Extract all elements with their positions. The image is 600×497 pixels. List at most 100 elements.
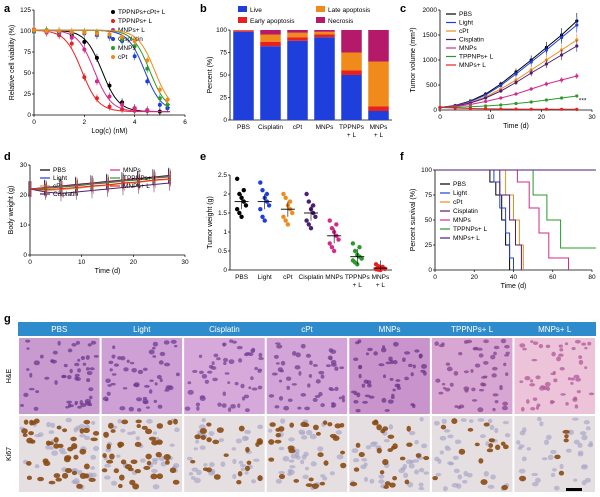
d-legend-label: TPPNPs+ L bbox=[123, 175, 158, 182]
he-nucleus bbox=[458, 352, 463, 356]
ki67-positive-nucleus bbox=[130, 459, 138, 465]
b-legend-swatch bbox=[316, 17, 325, 23]
f-legend-label: MNPs bbox=[453, 217, 471, 224]
he-nucleus bbox=[503, 362, 507, 367]
ki67-negative-nucleus bbox=[460, 418, 467, 422]
ki67-negative-nucleus bbox=[240, 467, 246, 472]
ki67-negative-nucleus bbox=[72, 480, 80, 485]
he-nucleus bbox=[211, 361, 215, 365]
ki67-positive-nucleus bbox=[156, 473, 164, 480]
b-bar-segment bbox=[341, 52, 362, 71]
a-x-tick-label: 4 bbox=[133, 119, 137, 126]
he-nucleus bbox=[286, 385, 290, 391]
scale-bar bbox=[566, 488, 582, 491]
he-nucleus bbox=[546, 386, 551, 392]
he-nucleus bbox=[570, 381, 574, 385]
he-nucleus bbox=[199, 395, 206, 399]
he-nucleus bbox=[305, 353, 312, 358]
a-legend-label: TPPNPs+ L bbox=[118, 18, 153, 25]
ki67-positive-nucleus bbox=[316, 431, 321, 436]
b-bar-segment bbox=[341, 75, 362, 120]
he-nucleus bbox=[65, 405, 69, 409]
he-nucleus bbox=[240, 383, 245, 389]
ki67-negative-nucleus bbox=[282, 455, 290, 462]
ki67-negative-nucleus bbox=[378, 474, 385, 479]
b-bar-segment bbox=[287, 32, 308, 38]
he-nucleus bbox=[381, 397, 387, 403]
ki67-positive-nucleus bbox=[53, 473, 61, 479]
e-point bbox=[237, 191, 242, 197]
ki67-positive-nucleus bbox=[288, 448, 296, 454]
c-y-tick-label: 0 bbox=[433, 107, 437, 114]
he-nucleus bbox=[367, 347, 373, 352]
e-point bbox=[334, 222, 339, 227]
a-point bbox=[107, 94, 112, 99]
ki67-negative-nucleus bbox=[190, 476, 196, 480]
a-point bbox=[94, 79, 99, 84]
d-y-tick-label: 10 bbox=[20, 222, 28, 229]
b-bar-segment bbox=[368, 61, 389, 107]
ki67-negative-nucleus bbox=[186, 456, 193, 461]
he-nucleus bbox=[532, 341, 539, 346]
ki67-positive-nucleus bbox=[113, 468, 120, 474]
he-nucleus bbox=[588, 392, 595, 396]
ki67-positive-nucleus bbox=[134, 441, 142, 448]
he-nucleus bbox=[358, 373, 362, 379]
a-legend-marker bbox=[111, 55, 115, 59]
d-line-2 bbox=[29, 178, 170, 191]
he-nucleus bbox=[113, 363, 120, 367]
he-nucleus bbox=[574, 404, 579, 409]
ki67-positive-nucleus bbox=[216, 427, 224, 433]
ki67-negative-nucleus bbox=[351, 448, 359, 454]
c-point bbox=[575, 94, 579, 98]
d-legend-label: MNPs+ L bbox=[123, 183, 150, 190]
he-nucleus bbox=[207, 370, 213, 374]
ki67-positive-nucleus bbox=[451, 418, 458, 424]
ki67-positive-nucleus bbox=[255, 442, 260, 447]
he-nucleus bbox=[227, 381, 231, 384]
e-point bbox=[311, 203, 316, 208]
panel-g-histology: PBS Light Cisplatin cPt MNPs TPPNPs+ L MNPs+ L… bbox=[6, 322, 596, 492]
he-nucleus bbox=[471, 387, 476, 392]
ki67-negative-nucleus bbox=[152, 459, 158, 465]
he-nucleus bbox=[201, 374, 208, 379]
ki67-negative-nucleus bbox=[239, 464, 247, 468]
a-point bbox=[132, 39, 137, 44]
ki67-positive-nucleus bbox=[399, 456, 406, 461]
c-y-tick-label: 500 bbox=[426, 82, 437, 89]
c-point bbox=[514, 72, 518, 76]
b-y-tick-label: 25 bbox=[220, 95, 228, 102]
ki67-negative-nucleus bbox=[195, 439, 200, 444]
d-y-tick-label: 30 bbox=[20, 162, 28, 169]
ki67-negative-nucleus bbox=[442, 486, 448, 492]
he-nucleus bbox=[84, 398, 91, 404]
ki67-positive-nucleus bbox=[172, 479, 180, 485]
he-nucleus bbox=[387, 399, 394, 404]
he-nucleus bbox=[463, 370, 469, 374]
ki67-positive-nucleus bbox=[136, 423, 142, 429]
c-legend-label: MNPs+ L bbox=[459, 62, 486, 69]
he-nucleus bbox=[187, 381, 192, 385]
he-nucleus bbox=[419, 353, 423, 358]
ki67-positive-nucleus bbox=[334, 423, 342, 429]
he-nucleus bbox=[251, 387, 258, 391]
he-nucleus bbox=[407, 363, 413, 368]
he-nucleus bbox=[304, 406, 311, 411]
ki67-negative-nucleus bbox=[152, 431, 158, 435]
he-nucleus bbox=[320, 403, 325, 408]
d-x-tick-label: 0 bbox=[28, 259, 32, 266]
he-nucleus bbox=[237, 403, 241, 409]
he-nucleus bbox=[378, 363, 385, 367]
he-nucleus bbox=[152, 346, 156, 350]
g-row-label: Ki67 bbox=[6, 447, 13, 461]
ki67-negative-nucleus bbox=[462, 479, 468, 484]
he-nucleus bbox=[307, 383, 311, 388]
he-nucleus bbox=[77, 358, 81, 362]
ki67-positive-nucleus bbox=[268, 439, 275, 445]
he-nucleus bbox=[52, 350, 58, 355]
c-line-3 bbox=[439, 45, 578, 108]
he-nucleus bbox=[244, 351, 251, 356]
he-nucleus bbox=[184, 406, 191, 411]
a-point bbox=[145, 79, 150, 84]
ki67-positive-nucleus bbox=[79, 428, 85, 434]
